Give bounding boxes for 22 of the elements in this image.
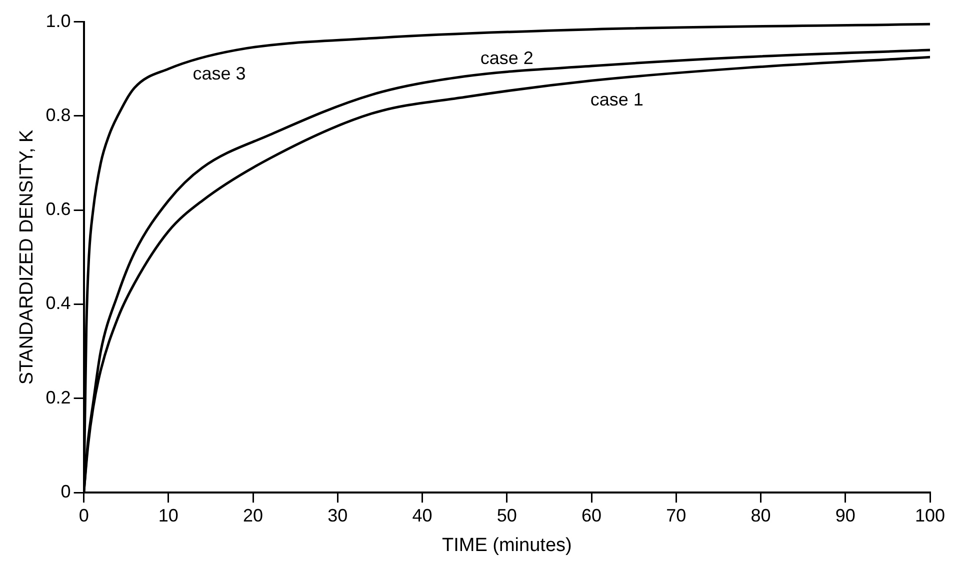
y-tick-label: 0.6 (46, 199, 71, 220)
y-tick-label: 0.2 (46, 387, 71, 408)
series-label: case 2 (480, 48, 534, 68)
y-tick-label: 0.4 (46, 293, 71, 314)
x-tick-label: 0 (78, 505, 89, 526)
y-tick-label: 1.0 (46, 10, 71, 31)
y-tick-label: 0.8 (46, 104, 71, 125)
x-tick-label: 40 (412, 505, 432, 526)
y-tick-label: 0 (60, 482, 71, 502)
x-tick-label: 50 (496, 505, 517, 526)
x-tick-label: 10 (158, 505, 178, 526)
x-tick-label: 20 (243, 505, 264, 526)
series-label: case 3 (192, 64, 246, 84)
x-tick-label: 60 (582, 505, 602, 526)
x-tick-label: 80 (750, 505, 771, 526)
x-tick-label: 70 (666, 505, 686, 526)
series-label: case 1 (590, 90, 644, 110)
x-tick-label: 100 (914, 505, 946, 526)
y-axis-title: STANDARDIZED DENSITY, K (16, 129, 38, 385)
x-tick-label: 30 (328, 505, 348, 526)
x-axis-title: TIME (minutes) (442, 534, 572, 556)
x-tick-label: 90 (835, 505, 856, 526)
